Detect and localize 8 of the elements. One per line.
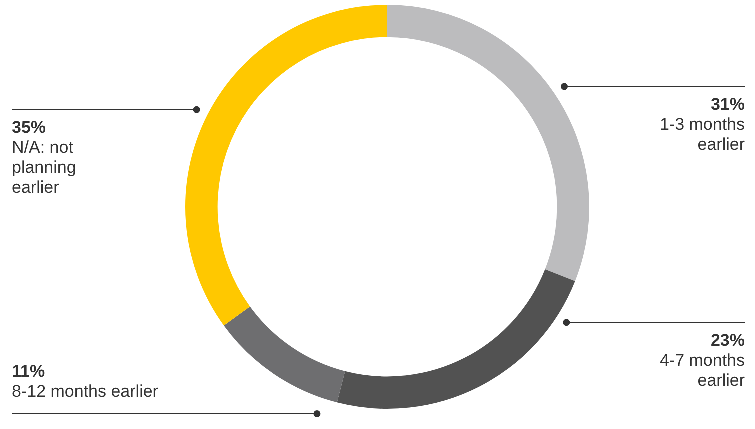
slice-label: 4-7 months earlier bbox=[660, 350, 746, 390]
data-label: 31% bbox=[710, 94, 745, 114]
data-label: 11% bbox=[12, 362, 46, 382]
slice-label: 8-12 months earlier bbox=[12, 382, 159, 402]
data-label: 35% bbox=[12, 118, 46, 138]
slice-label: 1-3 months earlier bbox=[660, 114, 746, 154]
data-label: 23% bbox=[710, 330, 745, 350]
slice-label: N/A: not planning earlier bbox=[12, 138, 76, 198]
